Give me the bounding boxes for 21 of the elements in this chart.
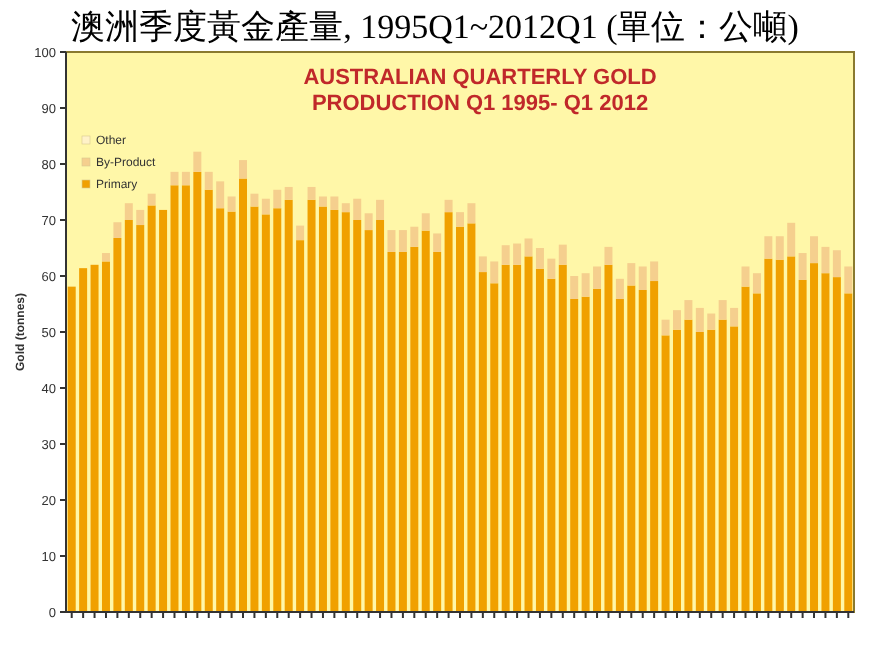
bar <box>170 171 179 186</box>
bar <box>421 213 430 231</box>
bar <box>113 222 122 238</box>
bar <box>227 196 236 212</box>
bar <box>101 253 110 262</box>
bar <box>193 151 202 172</box>
bar <box>147 193 156 206</box>
text: AUSTRALIAN QUARTERLY GOLD PRODUCTION Q1 1995- Q1 2012 <box>303 66 657 116</box>
bar <box>558 244 567 265</box>
bar <box>764 236 773 259</box>
bar <box>239 160 248 179</box>
bar <box>284 186 293 200</box>
bar <box>296 225 305 241</box>
chart-title: 澳洲季度黃金產量, 1995Q1~2012Q1 (單位：公噸) <box>71 8 799 46</box>
bar <box>570 276 579 299</box>
bar <box>604 246 613 265</box>
bar <box>433 233 442 252</box>
bar <box>387 230 396 252</box>
bar <box>250 193 259 207</box>
bar <box>181 171 190 186</box>
bar <box>444 199 453 213</box>
